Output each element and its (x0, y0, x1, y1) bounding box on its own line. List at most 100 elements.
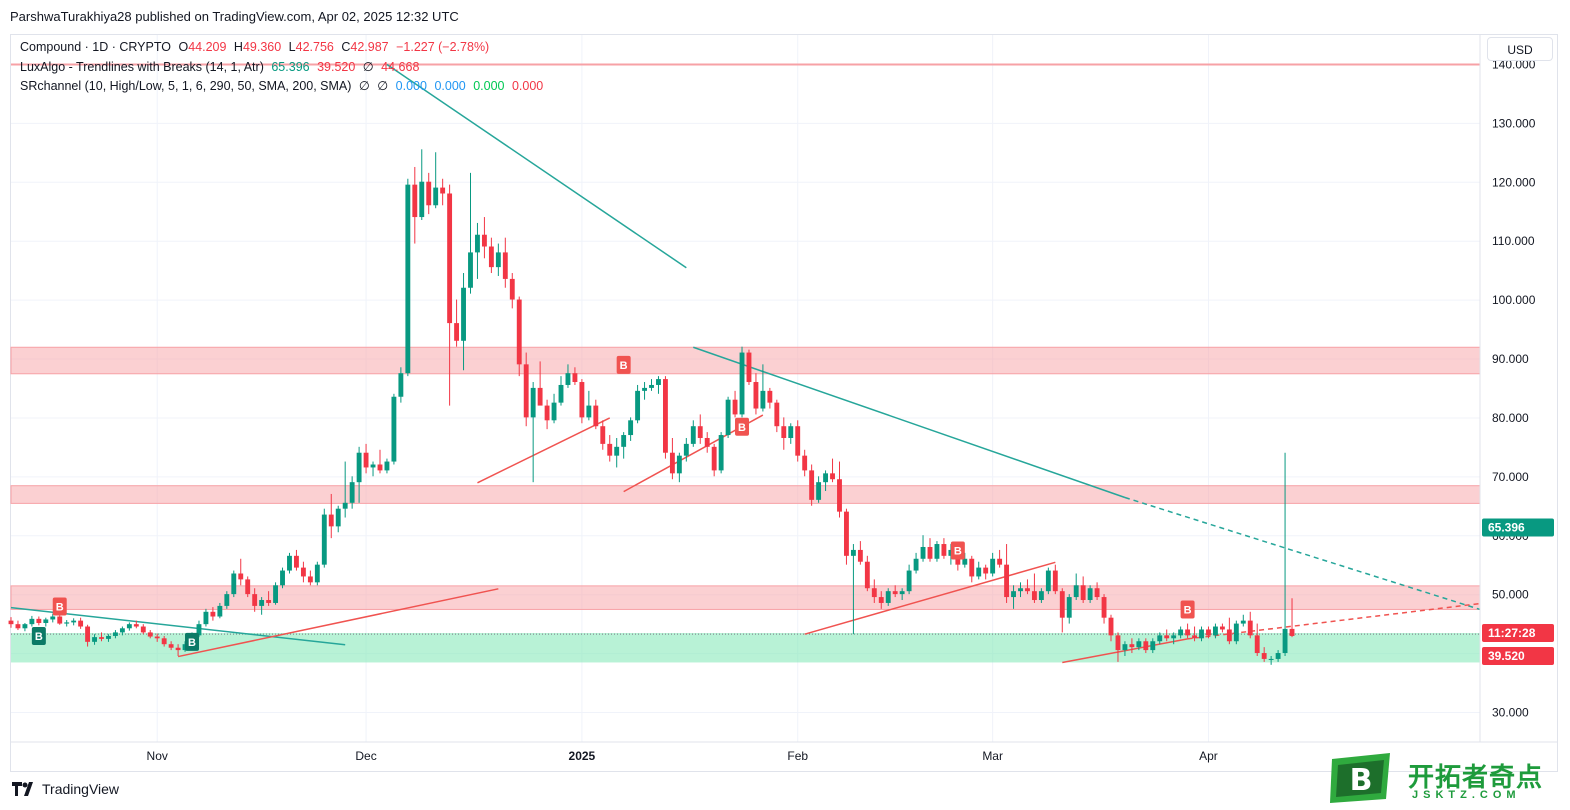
watermark-text: 开拓者奇点 (1408, 762, 1544, 792)
candles (8, 149, 1295, 665)
candle-body (906, 570, 912, 592)
break-badge-label: B (188, 637, 196, 649)
candle-body (1004, 564, 1010, 598)
candle-body (50, 616, 56, 620)
candle-body (405, 184, 411, 374)
candle-body (962, 558, 968, 565)
x-tick-label: Apr (1199, 749, 1218, 763)
candle-body (850, 549, 856, 556)
candle-body (384, 461, 390, 471)
candle-body (934, 544, 940, 559)
candle-body (495, 252, 501, 268)
srchannel-value-1: ∅ (358, 79, 370, 93)
candle-body (85, 626, 91, 642)
candle-body (830, 473, 835, 480)
legend-luxalgo[interactable]: LuxAlgo - Trendlines with Breaks (14, 1,… (20, 59, 423, 74)
candle-body (1275, 653, 1281, 659)
candle-body (356, 452, 362, 483)
candle-body (1066, 597, 1072, 618)
srchannel-value-2: ∅ (377, 79, 389, 93)
candle-body (718, 435, 724, 471)
candle-body (1108, 617, 1114, 636)
downtrend-line (386, 63, 687, 269)
candle-body (1052, 570, 1058, 592)
x-tick-label: 2025 (569, 749, 596, 763)
candle-body (147, 632, 153, 637)
candle-body (57, 616, 63, 624)
candle-body (523, 364, 529, 418)
candle-body (920, 546, 926, 559)
candle-body (126, 624, 132, 629)
candle-body (15, 624, 21, 629)
candle-body (238, 573, 244, 580)
candle-body (857, 549, 863, 562)
currency-button[interactable]: USD (1487, 37, 1553, 61)
candle-body (969, 558, 975, 577)
legend-main[interactable]: Compound · 1D · CRYPTO O44.209 H49.360 L… (20, 40, 493, 54)
candle-body (36, 618, 42, 623)
candle-body (502, 252, 508, 279)
candle-body (1045, 570, 1051, 592)
chart-frame[interactable] (10, 34, 1558, 772)
candle-body (774, 402, 780, 427)
tradingview-footer[interactable]: TradingView (12, 781, 119, 797)
candle-body (475, 234, 480, 253)
candle-body (837, 479, 842, 512)
candle-body (447, 193, 453, 324)
candle-body (1038, 591, 1044, 601)
candle-body (1087, 588, 1093, 601)
candle-body (1059, 591, 1065, 618)
candle-body (614, 446, 620, 456)
candle-body (823, 473, 829, 483)
candle-body (1157, 635, 1163, 642)
legend-srchannel[interactable]: SRchannel (10, High/Low, 5, 1, 6, 290, 5… (20, 78, 547, 93)
candle-body (426, 181, 432, 206)
uptrend-line (477, 417, 611, 484)
candle-body (864, 561, 870, 589)
x-tick-label: Dec (355, 749, 376, 763)
srchannel-value-5: 0.000 (473, 79, 505, 93)
candle-body (516, 299, 522, 365)
candle-body (112, 632, 118, 636)
candle-body (210, 611, 216, 617)
candle-body (488, 246, 494, 268)
candle-body (252, 594, 258, 606)
legend-change: −1.227 (−2.78%) (396, 40, 490, 54)
y-tick-label: 130.000 (1492, 116, 1536, 130)
downtrend-line (693, 346, 1126, 499)
luxalgo-value-4: 44.668 (381, 60, 420, 74)
uptrend-line (804, 561, 1056, 635)
candle-body (565, 373, 571, 385)
candle-body (1136, 641, 1142, 648)
candle-body (461, 287, 466, 341)
candle-body (440, 187, 446, 194)
candle-body (363, 452, 369, 468)
candle-body (196, 624, 202, 636)
luxalgo-value-1: 65.396 (271, 60, 310, 74)
candle-body (391, 396, 397, 462)
candle-body (676, 455, 682, 474)
candle-body (64, 622, 70, 624)
candle-body (1261, 653, 1267, 659)
tradingview-logo-icon (12, 782, 33, 796)
candle-body (273, 585, 278, 603)
srchannel-name: SRchannel (10, High/Low, 5, 1, 6, 290, 5… (20, 79, 352, 93)
candle-body (203, 611, 209, 625)
legend-close-value: 42.987 (350, 40, 389, 54)
candle-body (941, 544, 947, 556)
candle-body (892, 591, 898, 595)
candle-body (579, 382, 585, 418)
candle-body (593, 405, 599, 427)
break-badge-label: B (738, 422, 746, 434)
candle-body (259, 600, 265, 606)
candle-body (1178, 629, 1184, 636)
legend-low-value: 42.756 (295, 40, 334, 54)
candle-body (175, 647, 181, 651)
candle-body (1268, 658, 1274, 660)
candle-body (871, 588, 877, 598)
break-badge-label: B (954, 546, 962, 558)
candle-body (8, 620, 14, 625)
candle-body (899, 591, 905, 595)
candle-body (628, 420, 634, 436)
